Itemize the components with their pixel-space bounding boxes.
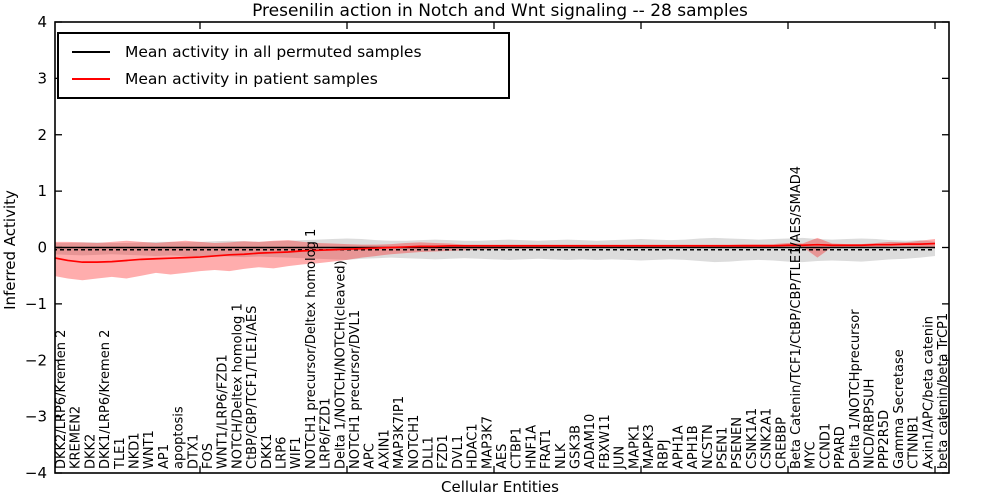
x-category-label: DKK1 xyxy=(260,434,275,469)
legend: Mean activity in all permuted samples Me… xyxy=(57,32,510,99)
x-category-label: PSENEN xyxy=(730,417,745,469)
y-tick-label: 2 xyxy=(37,126,47,144)
x-category-label: NOTCH1 precursor/DVL1 xyxy=(348,310,363,469)
x-axis-label: Cellular Entities xyxy=(441,478,559,496)
x-category-label: DLL1 xyxy=(422,436,437,469)
y-tick-label: 1 xyxy=(37,182,47,200)
y-tick-label: −2 xyxy=(25,351,47,369)
x-category-label: NLK xyxy=(554,443,569,469)
x-category-label: MAP3K7IP1 xyxy=(392,396,407,469)
x-category-label: WNT1/LRP6/FZD1 xyxy=(216,354,231,469)
x-category-label: NOTCH1 precursor/Deltex homolog 1 xyxy=(304,229,319,469)
y-tick-label: 0 xyxy=(37,239,47,257)
x-category-label: HNF1A xyxy=(524,425,539,469)
x-category-label: DTX1 xyxy=(186,434,201,469)
x-category-label: PSEN1 xyxy=(716,427,731,469)
y-tick-label: −1 xyxy=(25,295,47,313)
x-category-label: Gamma Secretase xyxy=(892,349,907,469)
x-category-label: PPARD xyxy=(833,426,848,469)
x-category-label: NOTCH1 xyxy=(407,415,422,469)
x-category-label: CTBP1 xyxy=(510,427,525,469)
x-category-label: FOS xyxy=(201,443,216,469)
legend-item-patient: Mean activity in patient samples xyxy=(59,70,508,88)
x-category-label: TLE1 xyxy=(113,437,128,470)
patient-band xyxy=(55,237,935,281)
x-category-label: LRP6/FZD1 xyxy=(319,398,334,469)
y-tick-label: 3 xyxy=(37,69,47,87)
x-category-label: ADAM10 xyxy=(583,414,598,469)
legend-item-permuted: Mean activity in all permuted samples xyxy=(59,43,508,61)
y-tick-label: −3 xyxy=(25,408,47,426)
x-category-label: NCSTN xyxy=(701,424,716,469)
x-category-label: DVL1 xyxy=(451,435,466,469)
legend-label-permuted: Mean activity in all permuted samples xyxy=(125,43,422,61)
x-category-label: HDAC1 xyxy=(466,423,481,469)
x-category-label: beta catenin/beta TrCP1 xyxy=(936,313,951,469)
x-category-label: Delta 1/NOTCHprecursor xyxy=(848,309,863,469)
x-category-label: AP1 xyxy=(157,444,172,469)
y-axis-label: Inferred Activity xyxy=(1,190,19,310)
x-category-label: CREBBP xyxy=(774,417,789,469)
x-category-label: AES xyxy=(495,444,510,469)
permuted-line-swatch xyxy=(72,51,110,53)
y-tick-label: −4 xyxy=(25,464,47,482)
x-category-label: NOTCH/Deltex homolog 1 xyxy=(230,303,245,469)
x-category-label: GSK3B xyxy=(569,425,584,469)
x-category-label: CSNK2A1 xyxy=(760,408,775,469)
series-line-mean-activity-in-patient-samples xyxy=(55,242,936,264)
x-category-label: DKK2/LRP6/Kremen 2 xyxy=(54,330,69,469)
x-category-label: Axin1/APC/beta catenin xyxy=(921,316,936,469)
x-category-label: Delta 1/NOTCH/NOTCH(cleaved) xyxy=(333,260,348,469)
y-tick-label: 4 xyxy=(37,13,47,31)
x-category-label: apoptosis xyxy=(172,406,187,469)
x-category-label: CtBP/CBP/TCF1/TLE1/AES xyxy=(245,306,260,469)
legend-label-patient: Mean activity in patient samples xyxy=(125,70,378,88)
patient-line-swatch xyxy=(72,78,110,80)
x-category-label: APH1B xyxy=(686,425,701,469)
x-category-label: RBPJ xyxy=(657,439,672,469)
x-category-label: FZD1 xyxy=(436,434,451,469)
x-category-label: FBXW11 xyxy=(598,414,613,469)
x-category-label: DKK2 xyxy=(83,434,98,469)
x-category-label: KREMEN2 xyxy=(69,406,84,469)
x-category-label: CTNNB1 xyxy=(907,415,922,469)
x-category-label: JUN xyxy=(613,446,628,470)
x-category-label: WNT1 xyxy=(142,430,157,469)
x-category-label: NKD1 xyxy=(128,432,143,469)
x-category-label: NICD/RBPSUH xyxy=(863,379,878,469)
x-category-label: MAPK3 xyxy=(642,424,657,469)
x-category-label: WIF1 xyxy=(289,437,304,469)
x-category-label: PPP2R5D xyxy=(877,410,892,469)
x-category-label: APC xyxy=(363,443,378,469)
x-category-label: Beta Catenin/TCF1/CtBP/CBP/TLE1/AES/SMAD… xyxy=(789,166,804,469)
x-category-label: MYC xyxy=(804,441,819,469)
x-category-label: AXIN1 xyxy=(377,429,392,469)
x-category-label: MAP3K7 xyxy=(480,416,495,469)
x-category-label: LRP6 xyxy=(275,437,290,469)
x-category-label: FRAT1 xyxy=(539,429,554,469)
page-title: Presenilin action in Notch and Wnt signa… xyxy=(252,1,748,21)
x-category-label: CSNK1A1 xyxy=(745,408,760,469)
x-category-label: DKK1/LRP6/Kremen 2 xyxy=(98,330,113,469)
x-category-label: CCND1 xyxy=(818,423,833,469)
x-category-label: APH1A xyxy=(671,425,686,469)
x-category-label: MAPK1 xyxy=(627,424,642,469)
